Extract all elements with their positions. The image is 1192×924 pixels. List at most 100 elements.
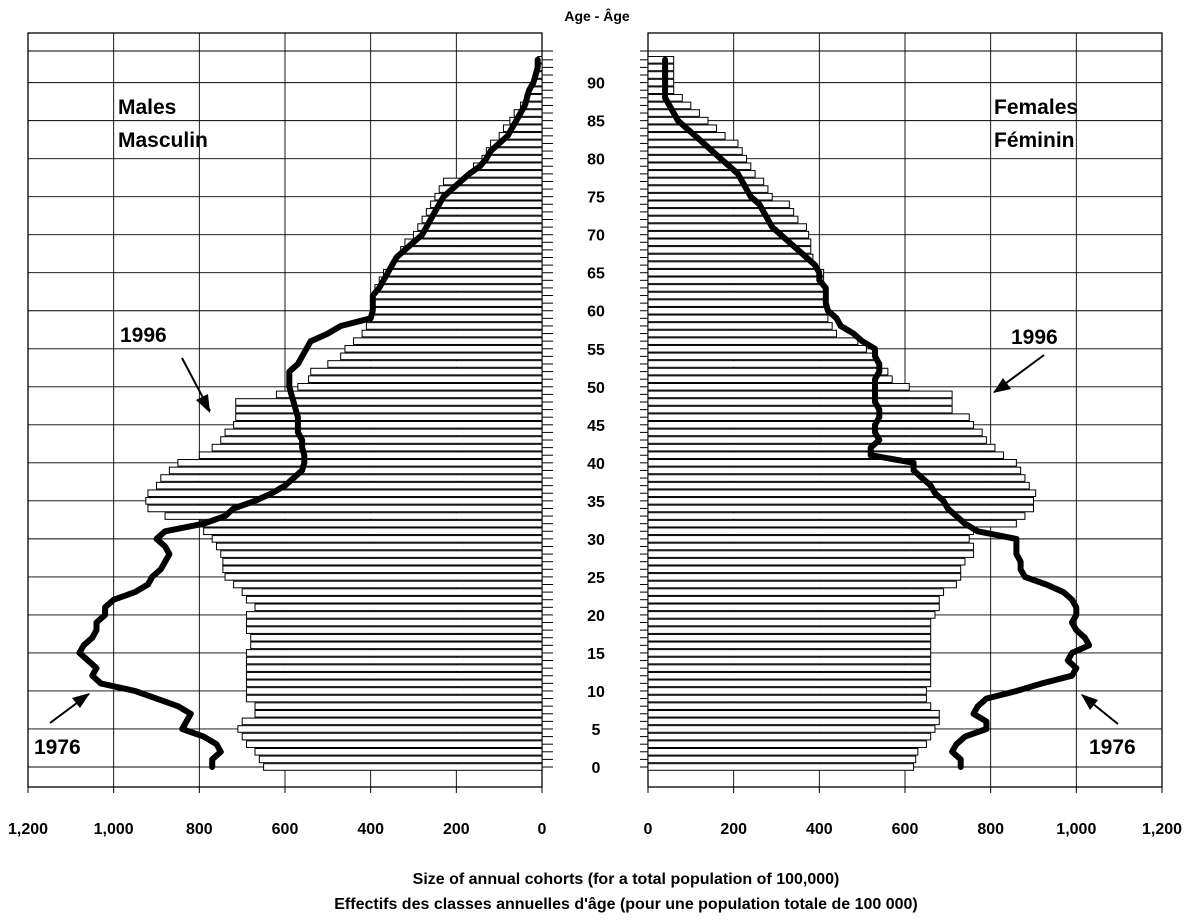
males-bar-age-46	[235, 413, 543, 422]
females-bar-age-53	[647, 360, 880, 368]
males-bar-age-15	[245, 649, 543, 657]
males-bar-age-24	[233, 580, 543, 589]
females-bar-age-16	[647, 641, 932, 650]
females-bar-age-51	[647, 375, 893, 383]
males-bar-age-71	[417, 223, 543, 231]
males-bar-age-47	[235, 405, 543, 414]
males-bar-age-41	[198, 451, 543, 460]
females-bar-age-47	[647, 405, 953, 414]
females-bar-age-5	[647, 725, 936, 733]
males-bar-age-74	[430, 200, 543, 209]
males-bar-age-14	[245, 656, 543, 665]
males-1976-arrowhead	[72, 693, 90, 708]
males-bar-age-17	[250, 633, 543, 642]
males-bar-age-2	[254, 747, 543, 756]
females-bar-age-24	[647, 580, 957, 589]
males-bar-age-62	[374, 291, 543, 300]
males-bar-age-54	[340, 352, 543, 361]
females-x-tick-label-200: 200	[720, 821, 747, 838]
females-bar-age-64	[647, 276, 825, 285]
females-bar-age-22	[647, 595, 940, 604]
males-bar-age-18	[245, 626, 543, 634]
males-bar-age-78	[468, 170, 543, 178]
females-label-en: Females	[994, 96, 1078, 119]
males-bar-age-37	[156, 481, 543, 490]
females-bar-age-8	[647, 702, 932, 710]
annotation-arrows	[49, 354, 1119, 725]
females-bar-age-1	[647, 755, 917, 764]
males-bar-age-38	[160, 474, 543, 482]
females-bar-age-20	[647, 611, 936, 619]
females-bar-age-3	[647, 740, 927, 748]
males-bar-age-5	[237, 725, 543, 733]
males-bar-age-63	[374, 284, 543, 292]
females-bar-age-4	[647, 732, 932, 741]
females-bar-age-46	[647, 413, 970, 422]
males-x-tick-label-1200: 1,200	[8, 821, 48, 838]
males-x-tick-label-200: 200	[443, 821, 470, 838]
females-bar-age-56	[647, 337, 859, 345]
females-x-tick-label-1000: 1,000	[1056, 821, 1096, 838]
females-bar-age-55	[647, 344, 867, 353]
females-bar-age-42	[647, 443, 996, 452]
females-bar-age-0	[647, 763, 915, 771]
males-x-tick-label-600: 600	[272, 821, 299, 838]
females-x-tick-label-1200: 1,200	[1142, 821, 1182, 838]
males-bar-age-42	[211, 443, 543, 452]
males-bar-age-75	[434, 192, 543, 201]
age-label-90: 90	[587, 76, 605, 93]
females-bar-age-67	[647, 253, 814, 262]
females-bar-age-72	[647, 215, 799, 224]
females-bar-age-92	[647, 63, 675, 72]
females-bar-age-36	[647, 489, 1037, 498]
females-panel: 0 200 400 600 800 1,000 1,200	[644, 32, 1182, 838]
age-label-35: 35	[587, 494, 605, 511]
females-bar-age-38	[647, 474, 1026, 482]
age-label-5: 5	[592, 722, 601, 739]
males-bar-age-32	[198, 519, 543, 528]
males-bar-age-25	[224, 573, 543, 581]
females-bar-age-27	[647, 557, 966, 566]
age-label-10: 10	[587, 684, 605, 701]
females-bar-age-6	[647, 717, 940, 726]
females-bar-age-23	[647, 588, 945, 596]
age-label-85: 85	[587, 114, 605, 131]
males-bar-age-66	[391, 261, 543, 269]
males-bar-age-9	[245, 694, 543, 703]
females-bar-age-40	[647, 459, 1017, 467]
females-bar-age-44	[647, 428, 983, 437]
males-bar-age-58	[365, 322, 543, 330]
males-bar-age-7	[254, 709, 543, 718]
females-bar-age-66	[647, 261, 816, 269]
females-bar-age-65	[647, 268, 825, 277]
age-label-15: 15	[587, 646, 605, 663]
females-bar-age-93	[647, 56, 675, 64]
males-bar-age-13	[245, 664, 543, 672]
females-bar-age-73	[647, 208, 795, 216]
females-bar-age-11	[647, 679, 932, 688]
females-bar-age-21	[647, 603, 940, 612]
males-bar-age-34	[147, 504, 543, 513]
males-bar-age-68	[400, 246, 543, 254]
females-bar-age-29	[647, 542, 975, 551]
males-bar-age-51	[308, 375, 543, 383]
females-bar-age-62	[647, 291, 825, 300]
males-bar-age-59	[370, 314, 543, 323]
males-x-tick-label-400: 400	[357, 821, 384, 838]
males-bar-age-26	[222, 565, 543, 574]
females-bar-age-50	[647, 382, 910, 391]
males-bar-age-55	[344, 344, 543, 353]
age-label-70: 70	[587, 228, 605, 245]
males-bar-age-0	[263, 763, 543, 771]
males-bar-age-35	[145, 497, 543, 505]
females-bar-age-14	[647, 656, 932, 665]
males-label-en: Males	[118, 96, 176, 119]
males-bar-age-44	[224, 428, 543, 437]
females-bar-age-74	[647, 200, 790, 209]
females-bar-age-37	[647, 481, 1030, 490]
males-bar-age-70	[413, 230, 543, 239]
age-label-0: 0	[592, 760, 601, 777]
males-bar-age-28	[220, 550, 543, 558]
